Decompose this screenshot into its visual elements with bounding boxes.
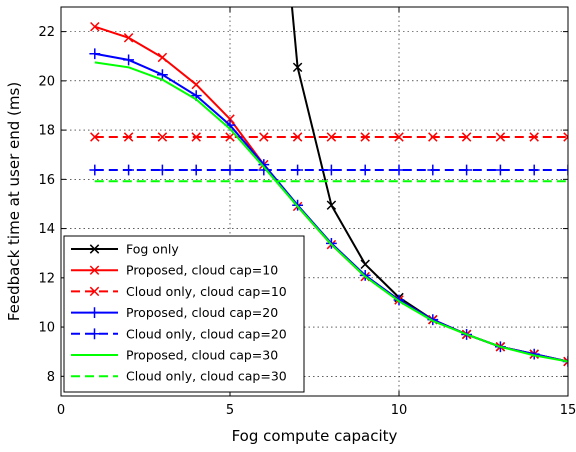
x-tick-label: 10 [391, 403, 408, 418]
x-tick-label: 5 [226, 403, 234, 418]
series-4 [89, 164, 568, 176]
axis-ticks: 0 5 10 15 8 10 12 14 16 18 20 22 [38, 7, 576, 418]
data-point [495, 164, 506, 176]
plot-frame [60, 6, 569, 397]
data-point [360, 132, 370, 142]
data-point [191, 79, 201, 90]
data-point [461, 164, 472, 176]
legend-entry-label: Proposed, cloud cap=20 [126, 305, 278, 320]
y-tick-label: 16 [38, 173, 55, 188]
data-point [157, 132, 168, 142]
data-point [495, 132, 506, 142]
data-point [461, 132, 472, 142]
data-point [563, 356, 568, 367]
legend-entry-label: Proposed, cloud cap=30 [126, 348, 278, 363]
legend-swatch-marker [89, 265, 100, 275]
legend-entry-label: Fog only [126, 242, 179, 257]
legend-swatch-marker [89, 307, 100, 318]
data-point [326, 200, 337, 210]
data-point [123, 132, 134, 142]
data-point [89, 164, 101, 176]
legend-entry-label: Proposed, cloud cap=10 [126, 263, 278, 278]
data-point [360, 259, 370, 270]
legend-box [63, 235, 305, 393]
series-layer [89, 7, 568, 367]
data-point [292, 62, 303, 73]
data-point [157, 69, 168, 81]
data-point [190, 164, 202, 176]
data-point [393, 164, 405, 176]
legend-swatch-marker [89, 244, 100, 254]
y-axis-title: Feedback time at user end (ms) [5, 82, 23, 321]
data-point [562, 164, 568, 176]
data-point [123, 33, 134, 43]
series-line [94, 61, 568, 363]
data-point [292, 132, 303, 142]
data-point [326, 132, 337, 142]
legend-swatch-marker [89, 286, 100, 297]
y-tick-label: 10 [38, 321, 55, 336]
data-point [359, 164, 371, 176]
data-point [224, 164, 236, 176]
data-point [563, 132, 568, 142]
x-axis-title: Fog compute capacity [232, 427, 398, 445]
data-point [89, 48, 101, 60]
data-point [292, 164, 303, 176]
data-point [259, 132, 269, 142]
series-line [290, 7, 568, 363]
data-point [191, 132, 201, 142]
legend-swatch-marker [89, 328, 100, 340]
legend-entry-label: Cloud only, cloud cap=10 [126, 284, 287, 299]
legend: Fog only Proposed, cloud cap=10 Cloud only… [63, 235, 305, 393]
y-tick-label: 18 [38, 124, 55, 139]
data-point [394, 132, 404, 142]
x-tick-label: 0 [57, 403, 65, 418]
y-tick-label: 8 [47, 370, 55, 385]
y-tick-label: 12 [38, 271, 55, 286]
y-tick-label: 22 [38, 25, 55, 40]
data-point [157, 164, 168, 176]
data-point [428, 132, 438, 142]
x-tick-label: 15 [560, 403, 576, 418]
data-point [326, 164, 337, 176]
data-point [528, 164, 540, 176]
y-tick-label: 14 [38, 222, 55, 237]
data-point [90, 21, 100, 32]
data-point [123, 54, 134, 66]
legend-entry-label: Cloud only, cloud cap=20 [126, 326, 287, 341]
series-0 [290, 7, 568, 367]
data-point [427, 164, 439, 176]
y-tick-label: 20 [38, 74, 55, 89]
data-point [529, 132, 539, 142]
series-5 [94, 61, 568, 363]
data-point [157, 52, 168, 63]
data-point [90, 132, 100, 142]
series-2 [90, 132, 568, 142]
legend-entry-label: Cloud only, cloud cap=30 [126, 369, 287, 384]
data-point [123, 164, 134, 176]
data-point [225, 132, 235, 142]
